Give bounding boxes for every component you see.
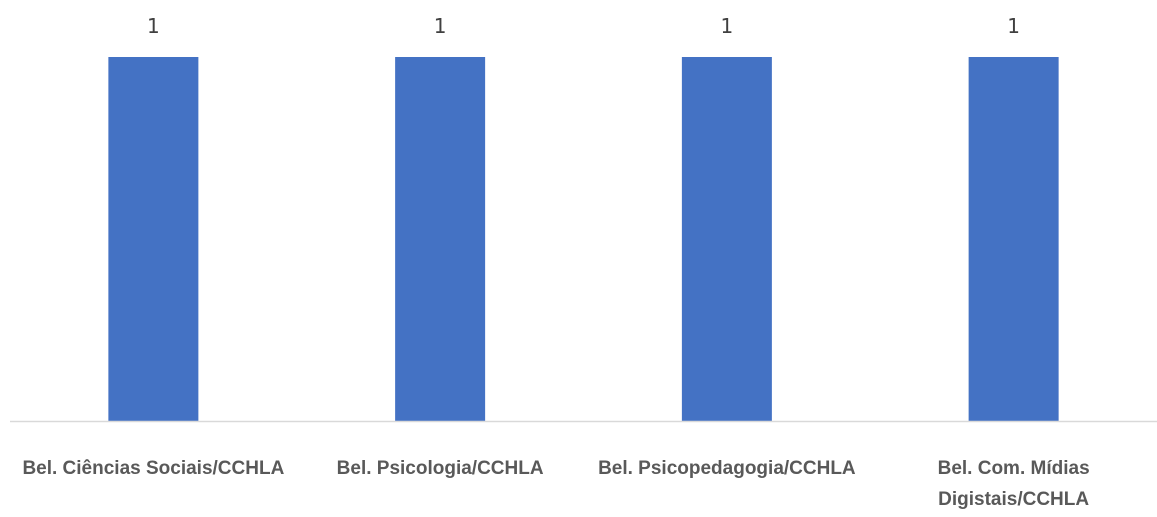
data-label-2: 1 xyxy=(434,14,447,38)
category-label-2: Bel. Psicologia/CCHLA xyxy=(337,458,544,479)
bar-2 xyxy=(395,57,486,421)
category-labels-group: Bel. Ciências Sociais/CCHLA Bel. Psicolog… xyxy=(22,458,1089,510)
value-labels-group: 1 1 1 1 xyxy=(147,14,1020,38)
category-label-3: Bel. Psicopedagogia/CCHLA xyxy=(598,458,856,479)
category-label-1: Bel. Ciências Sociais/CCHLA xyxy=(22,458,284,479)
bar-1 xyxy=(108,57,199,421)
category-label-4-line-1: Bel. Com. Mídias xyxy=(938,458,1090,479)
data-label-1: 1 xyxy=(147,14,160,38)
category-label-4: Bel. Com. Mídias Digistais/CCHLA xyxy=(938,458,1090,510)
bar-4 xyxy=(968,57,1059,421)
category-label-1-line-1: Bel. Ciências Sociais/CCHLA xyxy=(22,458,284,479)
category-label-4-line-2: Digistais/CCHLA xyxy=(938,489,1089,510)
data-label-3: 1 xyxy=(721,14,734,38)
category-label-3-line-1: Bel. Psicopedagogia/CCHLA xyxy=(598,458,856,479)
category-label-2-line-1: Bel. Psicologia/CCHLA xyxy=(337,458,544,479)
bar-3 xyxy=(681,57,772,421)
bars-group xyxy=(108,57,1059,421)
data-label-4: 1 xyxy=(1007,14,1020,38)
